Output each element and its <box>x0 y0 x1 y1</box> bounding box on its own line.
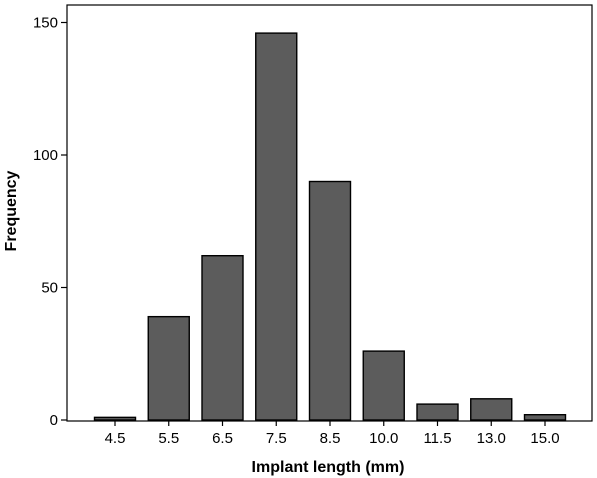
x-tick-label: 15.0 <box>530 430 559 447</box>
x-axis-title: Implant length (mm) <box>252 459 405 476</box>
bar <box>470 398 513 421</box>
x-tick-label: 13.0 <box>477 430 506 447</box>
y-tick-label: 50 <box>41 280 58 297</box>
x-tick-label: 7.5 <box>266 430 287 447</box>
bar <box>147 315 190 421</box>
y-tick-label: 100 <box>33 147 58 164</box>
y-tick-label: 150 <box>33 15 58 32</box>
bar <box>416 403 459 421</box>
bar <box>308 180 352 421</box>
bar <box>201 254 244 421</box>
x-tick-label: 5.5 <box>158 430 179 447</box>
bar <box>255 32 298 421</box>
y-axis-title: Frequency <box>3 170 20 251</box>
bar <box>523 414 567 421</box>
x-axis: 4.5 5.5 6.5 7.5 8.5 10.0 11.5 13.0 15.0 <box>105 421 560 447</box>
bar <box>93 416 137 421</box>
x-tick-label: 4.5 <box>105 430 126 447</box>
x-tick-label: 6.5 <box>212 430 233 447</box>
x-tick-label: 8.5 <box>320 430 341 447</box>
y-tick-label: 0 <box>50 412 58 429</box>
bar <box>362 350 405 421</box>
y-axis: 0 50 100 150 <box>33 15 67 429</box>
bars <box>93 32 567 421</box>
x-tick-label: 10.0 <box>369 430 398 447</box>
x-tick-label: 11.5 <box>423 430 451 447</box>
